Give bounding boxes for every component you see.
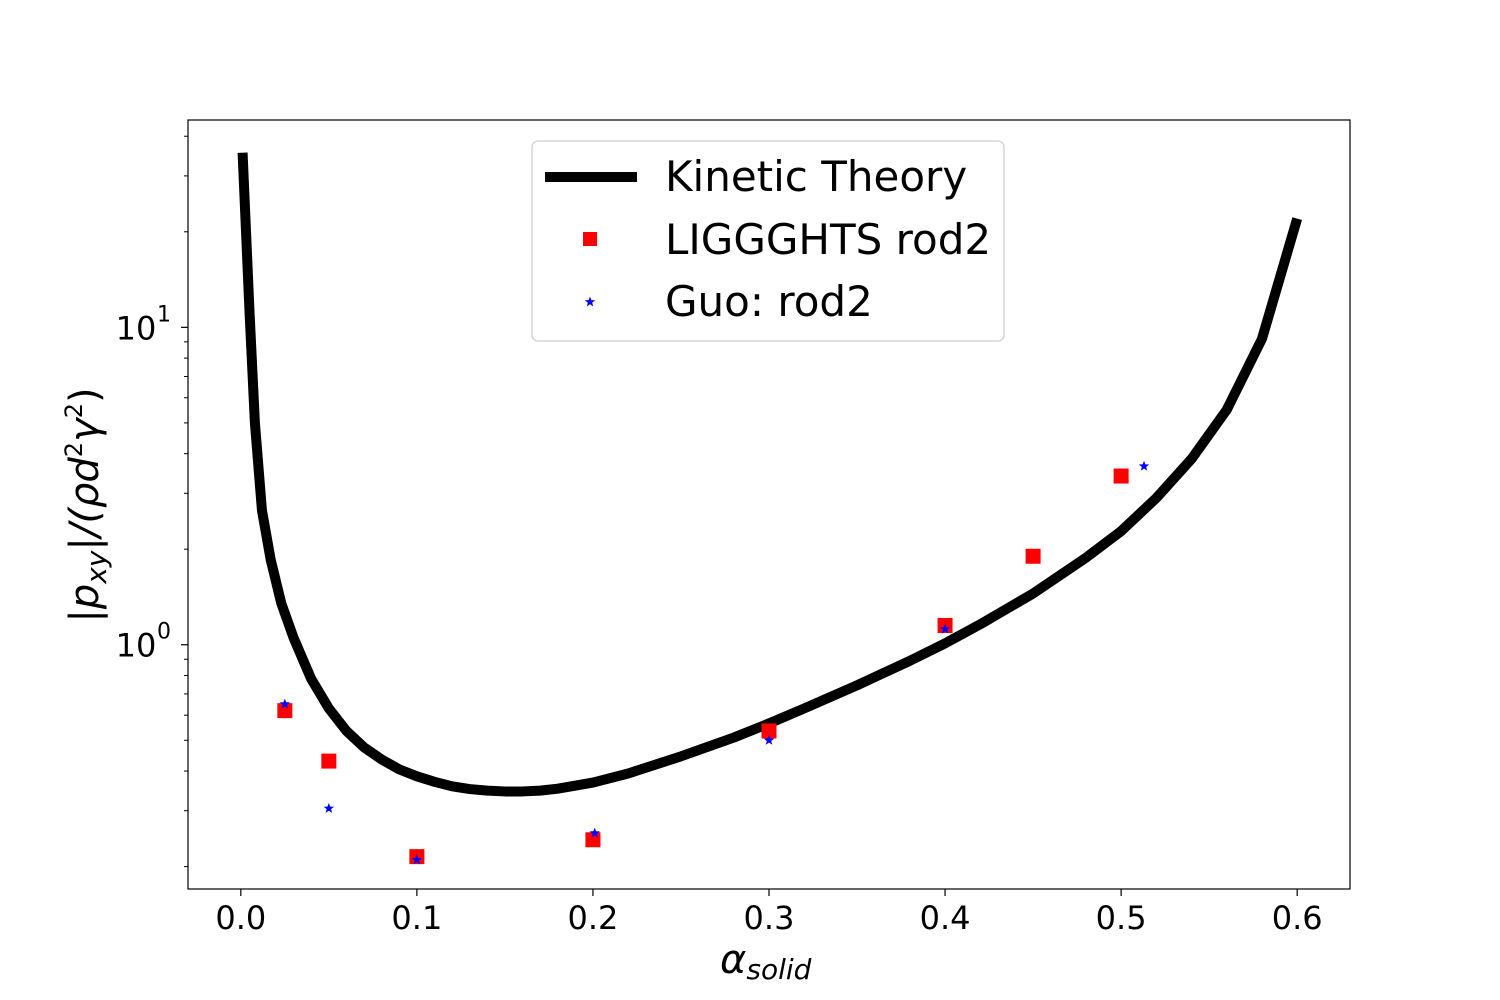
y-tick-label: 10 [116, 627, 157, 665]
legend: Kinetic Theory LIGGGHTS rod2 Guo: rod2 [531, 140, 1005, 342]
point-guo-rod2 [1138, 460, 1150, 471]
y-label-sup2: 2 [60, 403, 88, 418]
y-label-close: ) [62, 387, 108, 403]
legend-label-kinetic-theory: Kinetic Theory [665, 152, 967, 201]
x-tick-label: 0.5 [1096, 899, 1147, 937]
series-line-kinetic-theory [237, 152, 1302, 797]
point-guo-rod2 [763, 734, 775, 745]
legend-label-liggghts-rod2: LIGGGHTS rod2 [665, 215, 991, 264]
x-axis-label-sub: solid [746, 953, 811, 986]
y-tick-label-exponent: 0 [157, 620, 171, 645]
x-axis-label: αsolid [720, 937, 812, 986]
x-tick-label: 0.2 [567, 899, 618, 937]
legend-star-marker [584, 296, 596, 307]
x-tick-label: 0.6 [1272, 899, 1323, 937]
point-guo-rod2 [589, 827, 600, 838]
point-liggghts-rod2 [1025, 548, 1041, 564]
point-liggghts-rod2 [321, 753, 337, 769]
legend-box [531, 140, 1005, 342]
legend-label-guo-rod2: Guo: rod2 [665, 277, 873, 326]
series-layer [237, 152, 1302, 865]
point-liggghts-rod2 [1113, 468, 1129, 484]
x-tick-label: 0.3 [744, 899, 795, 937]
x-axis: 0.0 0.1 0.2 0.3 0.4 0.5 0.6 [215, 889, 1323, 937]
x-tick-label: 0.0 [215, 899, 266, 937]
point-guo-rod2 [939, 623, 951, 634]
point-guo-rod2 [411, 854, 423, 865]
y-tick-label: 10 [116, 309, 157, 347]
y-label-mid: |/(ρd [62, 457, 108, 551]
x-axis-label-main: α [720, 937, 746, 983]
legend-swatch-guo-rod2 [584, 296, 596, 307]
point-guo-rod2 [279, 698, 291, 709]
x-tick-label: 0.4 [920, 899, 971, 937]
y-label-sup1: 2 [60, 442, 88, 457]
y-tick-label-exponent: 1 [157, 302, 171, 327]
point-liggghts-rod2 [277, 703, 293, 719]
legend-swatch-liggghts-rod2 [583, 232, 597, 246]
point-guo-rod2 [323, 802, 335, 813]
y-label-sub: xy [80, 550, 113, 585]
y-label-gamma: γ [62, 416, 108, 442]
x-tick-label: 0.1 [391, 899, 442, 937]
point-liggghts-rod2 [761, 723, 777, 739]
y-axis-label: |pxy|/(ρd2γ2) [60, 387, 113, 622]
y-label-open: |p [62, 584, 108, 623]
